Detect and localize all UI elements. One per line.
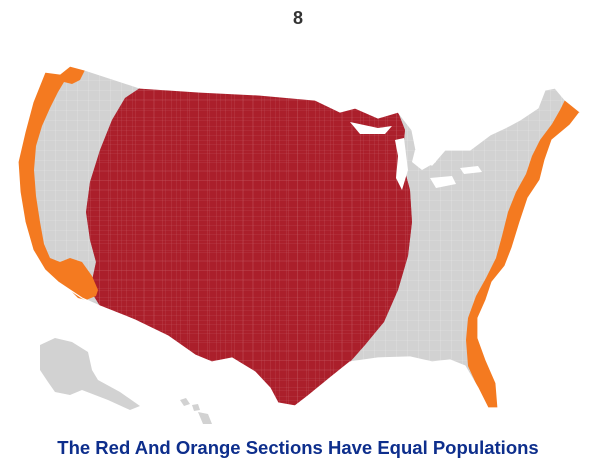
orange-region-west — [18, 66, 98, 300]
great-lakes — [350, 122, 482, 190]
gray-land — [18, 66, 580, 424]
page-number: 8 — [292, 8, 303, 28]
us-county-map — [0, 40, 596, 430]
orange-region-east — [466, 100, 580, 408]
map-caption: The Red And Orange Sections Have Equal P… — [57, 437, 539, 458]
